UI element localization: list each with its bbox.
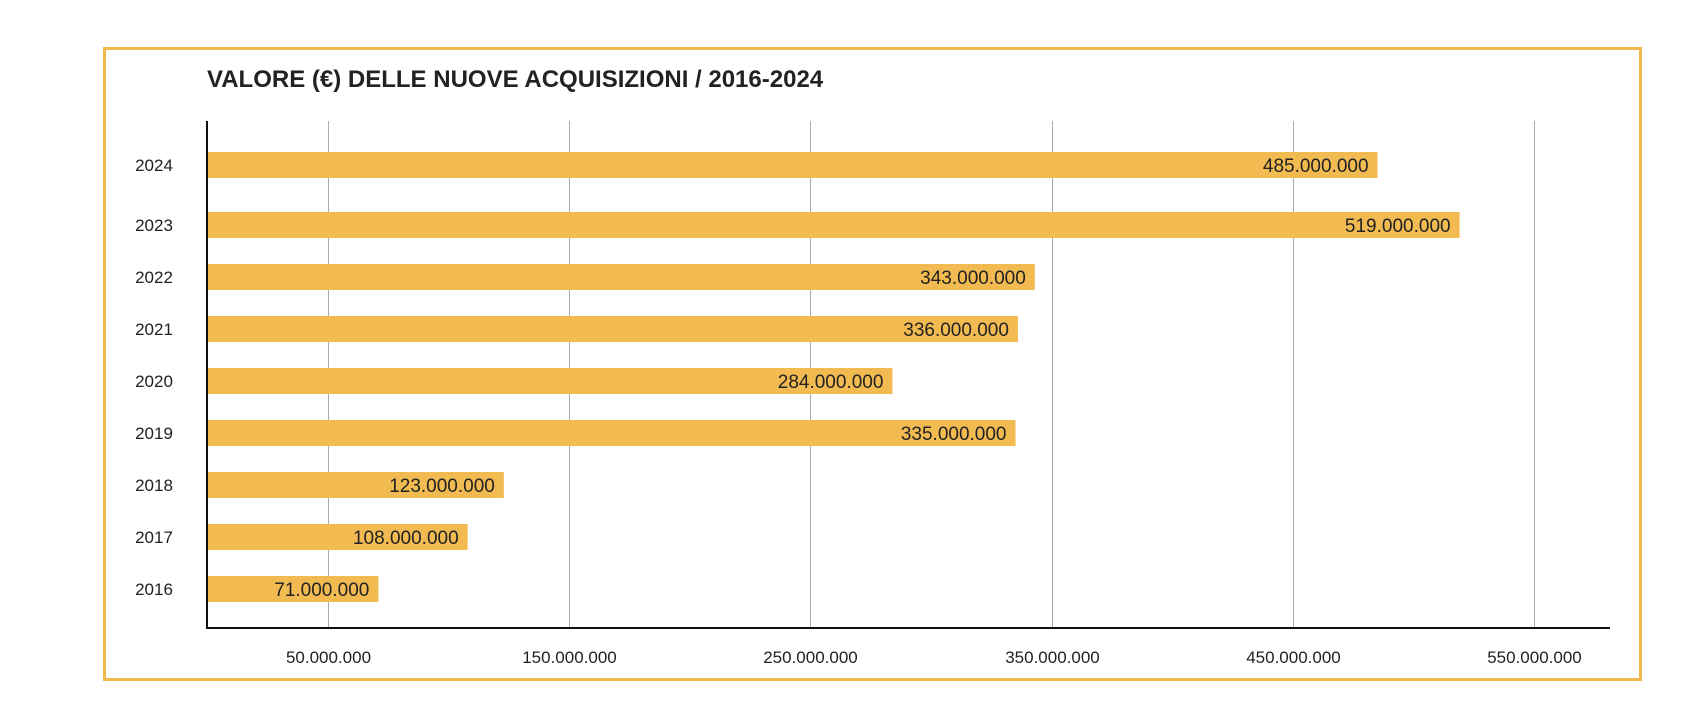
bar-2020 (207, 368, 893, 394)
y-category-label: 2023 (135, 216, 173, 235)
data-label-2024: 485.000.000 (1263, 156, 1369, 177)
y-category-label: 2024 (135, 156, 173, 175)
y-category-label: 2019 (135, 424, 173, 443)
data-label-2018: 123.000.000 (389, 476, 495, 497)
data-label-2023: 519.000.000 (1345, 216, 1451, 237)
y-category-label: 2018 (135, 476, 173, 495)
bar-2018 (207, 472, 504, 498)
x-tick-label: 150.000.000 (522, 648, 617, 667)
data-label-2019: 335.000.000 (901, 424, 1007, 445)
x-tick-label: 550.000.000 (1487, 648, 1582, 667)
data-label-2017: 108.000.000 (353, 528, 459, 549)
y-category-label: 2017 (135, 528, 173, 547)
bar-2019 (207, 420, 1016, 446)
bar-2023 (207, 212, 1460, 238)
y-category-label: 2020 (135, 372, 173, 391)
x-tick-label: 450.000.000 (1246, 648, 1341, 667)
chart-title: VALORE (€) DELLE NUOVE ACQUISIZIONI / 20… (207, 66, 824, 93)
data-label-2020: 284.000.000 (778, 372, 884, 393)
data-label-2016: 71.000.000 (274, 580, 369, 601)
bar-2017 (207, 524, 468, 550)
y-category-label: 2016 (135, 580, 173, 599)
bar-2022 (207, 264, 1035, 290)
data-label-2022: 343.000.000 (920, 268, 1026, 289)
labels-layer: 50.000.000 150.000.000 250.000.000 350.000.… (135, 156, 1582, 667)
y-category-label: 2022 (135, 268, 173, 287)
x-tick-label: 50.000.000 (286, 648, 371, 667)
bar-2021 (207, 316, 1018, 342)
bars-layer (207, 152, 1460, 602)
x-tick-label: 350.000.000 (1005, 648, 1100, 667)
y-category-label: 2021 (135, 320, 173, 339)
bar-2024 (207, 152, 1378, 178)
bar-2016 (207, 576, 379, 602)
data-label-2021: 336.000.000 (903, 320, 1009, 341)
x-tick-label: 250.000.000 (763, 648, 858, 667)
